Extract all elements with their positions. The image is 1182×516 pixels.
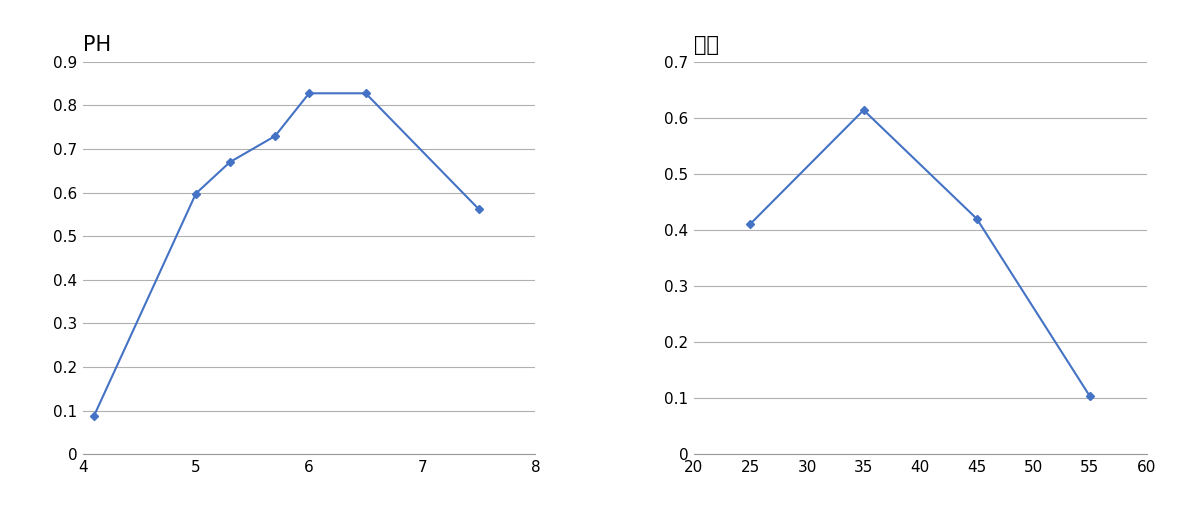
Text: 온도: 온도	[694, 35, 719, 55]
Text: PH: PH	[83, 35, 111, 55]
